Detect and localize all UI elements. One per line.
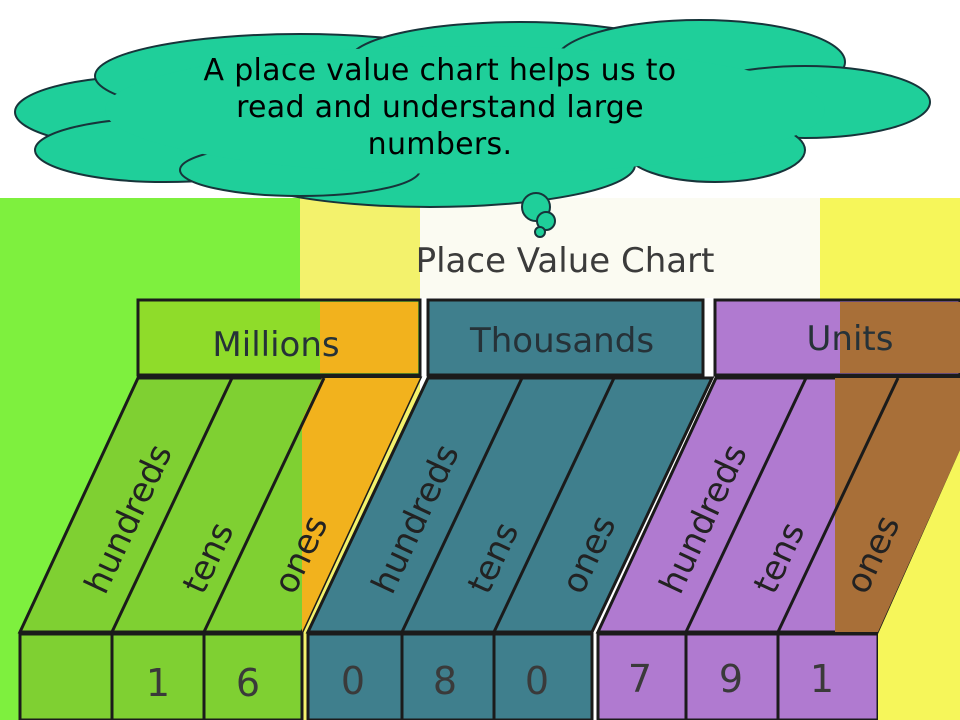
chart-title: Place Value Chart bbox=[416, 241, 715, 281]
period-label-units: Units bbox=[807, 319, 894, 359]
thought-bubble-dot-small bbox=[534, 226, 546, 238]
thought-bubble-dot-medium bbox=[536, 211, 556, 231]
digit-thousands-tens: 8 bbox=[433, 659, 457, 703]
digit-units-ones: 1 bbox=[810, 657, 834, 701]
column-strip-millions-ones-band bbox=[302, 378, 420, 632]
column-strip-thousands bbox=[305, 376, 715, 634]
digit-box-units bbox=[596, 632, 880, 720]
speech-bubble-line: read and understand large bbox=[236, 90, 644, 125]
digit-box-thousands bbox=[306, 632, 594, 720]
column-strip-units-ones-band bbox=[835, 378, 960, 632]
digit-box-units-side bbox=[878, 450, 960, 720]
digit-thousands-ones: 0 bbox=[525, 659, 549, 703]
speech-bubble-line: A place value chart helps us to bbox=[203, 53, 677, 88]
speech-bubble-line: numbers. bbox=[367, 127, 513, 162]
background-white-top bbox=[420, 198, 820, 298]
slanted-columns bbox=[17, 376, 960, 634]
speech-bubble-text: A place value chart helps us to read and… bbox=[150, 52, 730, 163]
period-label-millions: Millions bbox=[212, 325, 339, 365]
digit-box-millions bbox=[18, 632, 304, 720]
period-header-millions: Millions bbox=[136, 298, 422, 377]
digit-millions-ones: 6 bbox=[236, 661, 260, 705]
period-header-thousands: Thousands bbox=[426, 298, 705, 377]
digit-row: 1 6 0 8 0 7 9 1 bbox=[18, 450, 960, 720]
digit-units-tens: 9 bbox=[719, 657, 743, 701]
thought-bubble bbox=[14, 19, 931, 238]
period-label-thousands: Thousands bbox=[469, 321, 654, 361]
period-header-units: Units bbox=[713, 298, 960, 377]
digit-thousands-hundreds: 0 bbox=[341, 659, 365, 703]
digit-millions-tens: 1 bbox=[146, 661, 170, 705]
digit-units-hundreds: 7 bbox=[628, 657, 652, 701]
